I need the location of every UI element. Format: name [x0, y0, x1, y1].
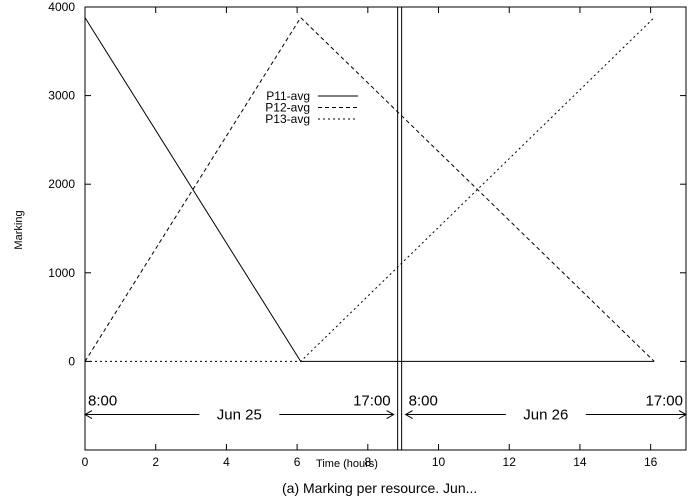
- annotation-start-label: 8:00: [409, 393, 438, 410]
- tick-marks: [84, 6, 686, 450]
- series-lines: [84, 16, 655, 362]
- legend-label: P12-avg: [265, 101, 310, 115]
- x-tick-label: 12: [503, 455, 517, 469]
- y-axis-title: Marking: [13, 210, 25, 249]
- day-separator: [397, 7, 403, 450]
- x-tick-label: 4: [223, 455, 230, 469]
- x-tick-label: 0: [82, 455, 89, 469]
- x-tick-label: 10: [432, 455, 446, 469]
- y-tick-label: 4000: [48, 0, 75, 14]
- x-tick-label: 2: [152, 455, 159, 469]
- annotation-arrowhead-left: [83, 410, 93, 419]
- plot-frame: [84, 6, 687, 451]
- x-tick-label: 8: [364, 455, 371, 469]
- series-line-p12-avg: [84, 16, 655, 362]
- series-line-p13-avg: [85, 17, 655, 362]
- series-line-p11-avg: [84, 17, 655, 362]
- tick-labels: 0 2 4 6 8 10 12 14 16 0 1000 2000 3000 4000: [48, 0, 657, 469]
- plot-border: [84, 6, 687, 451]
- y-tick-label: 1000: [48, 266, 75, 280]
- x-tick-label: 6: [294, 455, 301, 469]
- annotation-day-label: Jun 26: [523, 407, 568, 424]
- annotation-start-label: 8:00: [88, 393, 117, 410]
- annotation-end-label: 17:00: [353, 393, 391, 410]
- annotation-day-label: Jun 25: [217, 407, 262, 424]
- y-tick-label: 0: [68, 354, 75, 368]
- day-annotations: Jun 25 8:00 17:00 Jun 26 8:00 17:00: [83, 393, 688, 424]
- annotation-arrowhead-left: [404, 410, 413, 419]
- annotation-arrowhead-right: [678, 410, 688, 419]
- annotation-end-label: 17:00: [645, 393, 683, 410]
- x-axis-title: Time (hours): [316, 458, 378, 470]
- legend-label: P13-avg: [265, 112, 310, 126]
- y-tick-label: 2000: [48, 177, 75, 191]
- legend-label: P11-avg: [266, 89, 310, 103]
- x-tick-label: 16: [644, 455, 658, 469]
- chart-caption: (a) Marking per resource. Jun...: [282, 480, 477, 496]
- x-tick-label: 14: [573, 455, 587, 469]
- annotation-arrowhead-right: [386, 410, 395, 419]
- y-tick-label: 3000: [48, 89, 75, 103]
